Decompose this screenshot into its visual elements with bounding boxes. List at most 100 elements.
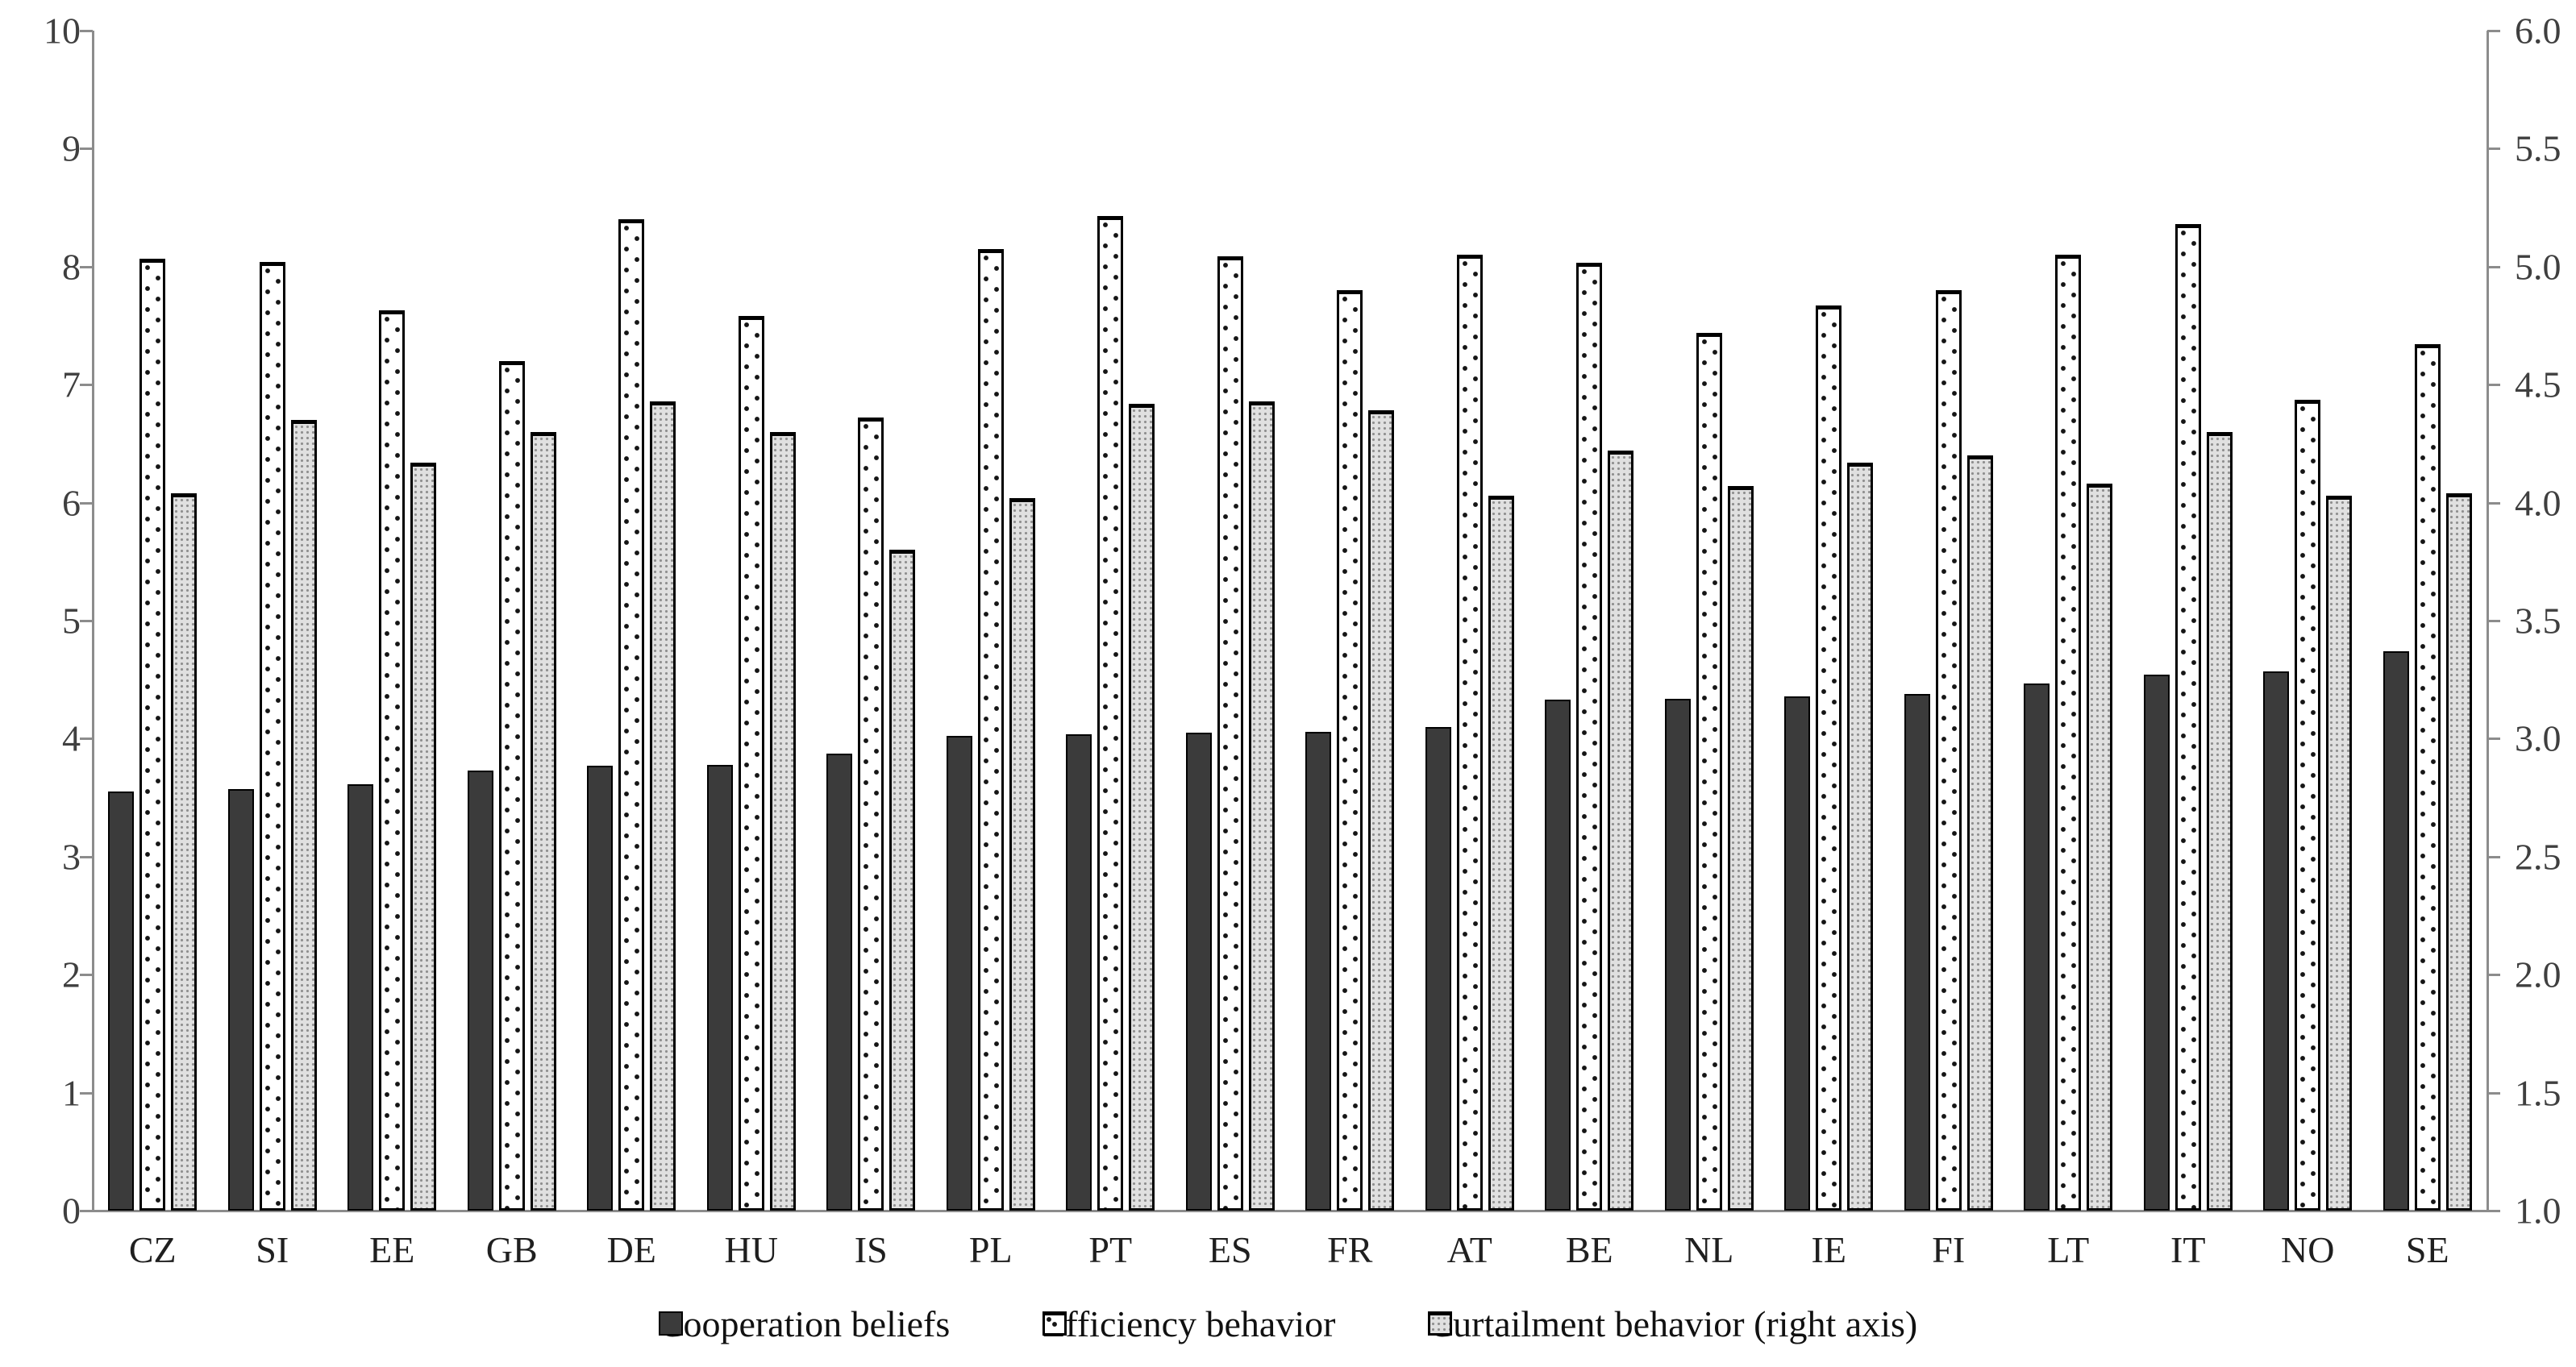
legend-swatch-curtailment-icon: [1428, 1311, 1453, 1336]
left-axis-tick-label: 7: [62, 364, 81, 405]
x-axis-label-ee: EE: [369, 1229, 415, 1270]
bar-efficiency-ee: [379, 310, 406, 1211]
right-axis-tick: [2487, 1210, 2500, 1212]
bar-curtailment-cz: [171, 492, 198, 1211]
bar-efficiency-fr: [1337, 290, 1363, 1211]
x-axis-line: [92, 1210, 2488, 1212]
bar-cooperation-de: [587, 766, 614, 1211]
right-axis-tick-label: 2.0: [2515, 954, 2561, 995]
right-axis-tick-label: 6.0: [2515, 10, 2561, 52]
bar-curtailment-fi: [1966, 455, 1993, 1211]
left-axis-tick: [80, 30, 93, 32]
right-axis-tick-label: 5.0: [2515, 246, 2561, 288]
left-axis-tick: [80, 265, 93, 268]
x-axis-label-be: BE: [1565, 1229, 1613, 1270]
bar-efficiency-gb: [498, 360, 525, 1211]
bar-efficiency-fi: [1935, 290, 1962, 1211]
bar-cooperation-lt: [2024, 683, 2050, 1211]
right-axis-tick: [2487, 148, 2500, 151]
x-axis-label-gb: GB: [485, 1229, 538, 1270]
bar-cooperation-ee: [347, 784, 374, 1211]
bar-curtailment-es: [1248, 401, 1275, 1211]
x-axis-label-pt: PT: [1088, 1229, 1133, 1270]
right-axis-tick: [2487, 384, 2500, 387]
bar-efficiency-si: [259, 261, 285, 1211]
right-axis-tick: [2487, 855, 2500, 858]
legend-swatch-cooperation-icon: [658, 1311, 683, 1336]
bar-curtailment-de: [650, 401, 676, 1211]
bar-cooperation-ie: [1784, 696, 1811, 1211]
bar-cooperation-hu: [706, 764, 733, 1211]
left-axis-line: [92, 31, 94, 1211]
x-axis-label-si: SI: [256, 1229, 289, 1270]
bar-curtailment-hu: [769, 431, 796, 1211]
bar-cooperation-se: [2382, 651, 2409, 1211]
right-axis-tick: [2487, 30, 2500, 32]
bar-efficiency-de: [618, 219, 645, 1211]
legend: Cooperation beliefs Efficiency behavior …: [0, 1299, 2576, 1348]
bar-cooperation-fr: [1305, 731, 1332, 1211]
bar-cooperation-at: [1425, 726, 1451, 1211]
left-axis-tick: [80, 738, 93, 741]
left-axis-tick: [80, 1210, 93, 1212]
left-axis-tick: [80, 620, 93, 622]
bar-curtailment-no: [2326, 495, 2353, 1211]
bar-curtailment-gb: [530, 431, 556, 1211]
left-axis-tick: [80, 501, 93, 505]
x-axis-label-at: AT: [1446, 1229, 1492, 1270]
left-axis-tick-label: 3: [62, 836, 81, 878]
bar-cooperation-es: [1185, 733, 1212, 1211]
right-axis-tick: [2487, 738, 2500, 741]
left-axis-tick-label: 4: [62, 717, 81, 759]
right-axis-tick-label: 4.5: [2515, 364, 2561, 405]
bar-cooperation-pt: [1066, 733, 1092, 1211]
left-axis-tick-label: 9: [62, 127, 81, 169]
right-axis-tick-label: 5.5: [2515, 127, 2561, 169]
left-axis-tick-label: 1: [62, 1072, 81, 1114]
right-axis-tick: [2487, 265, 2500, 268]
bar-curtailment-pl: [1009, 497, 1035, 1211]
bar-efficiency-is: [858, 418, 884, 1211]
bar-curtailment-ee: [410, 462, 437, 1211]
bar-curtailment-be: [1608, 451, 1634, 1211]
left-axis-tick: [80, 855, 93, 858]
legend-swatch-efficiency-icon: [1042, 1311, 1067, 1336]
left-axis-tick: [80, 384, 93, 387]
bar-cooperation-it: [2143, 675, 2170, 1211]
right-axis-tick-label: 2.5: [2515, 836, 2561, 878]
bar-curtailment-se: [2445, 492, 2472, 1211]
right-axis-tick: [2487, 1091, 2500, 1095]
right-axis-tick-label: 3.5: [2515, 600, 2561, 642]
bar-cooperation-is: [826, 754, 853, 1211]
right-axis-tick-label: 4.0: [2515, 482, 2561, 524]
bar-efficiency-hu: [738, 316, 764, 1211]
right-axis-tick-label: 1.0: [2515, 1190, 2561, 1232]
bar-curtailment-it: [2206, 431, 2233, 1211]
bar-efficiency-cz: [139, 258, 166, 1211]
bar-cooperation-pl: [946, 736, 972, 1211]
bar-efficiency-no: [2295, 400, 2321, 1211]
bar-efficiency-se: [2414, 344, 2441, 1211]
bar-efficiency-lt: [2055, 255, 2082, 1211]
x-axis-label-es: ES: [1208, 1229, 1252, 1270]
bar-curtailment-lt: [2087, 484, 2113, 1211]
left-axis-tick: [80, 148, 93, 151]
bar-cooperation-fi: [1904, 693, 1930, 1211]
bar-curtailment-si: [290, 420, 317, 1211]
bar-cooperation-be: [1545, 700, 1571, 1211]
bar-curtailment-fr: [1368, 410, 1395, 1211]
left-axis-tick: [80, 974, 93, 977]
x-axis-label-it: IT: [2170, 1229, 2206, 1270]
bar-efficiency-it: [2174, 224, 2201, 1211]
bar-cooperation-nl: [1664, 698, 1691, 1211]
x-axis-label-is: IS: [854, 1229, 888, 1270]
legend-item-curtailment: Curtailment behavior (right axis): [1428, 1303, 1917, 1345]
x-axis-label-lt: LT: [2047, 1229, 2090, 1270]
bar-efficiency-ie: [1816, 305, 1842, 1211]
legend-label-curtailment: Curtailment behavior (right axis): [1428, 1303, 1918, 1344]
legend-label-cooperation: Cooperation beliefs: [658, 1303, 951, 1344]
bar-curtailment-ie: [1847, 462, 1874, 1211]
left-axis-tick-label: 2: [62, 954, 81, 995]
left-axis-tick-label: 8: [62, 246, 81, 288]
